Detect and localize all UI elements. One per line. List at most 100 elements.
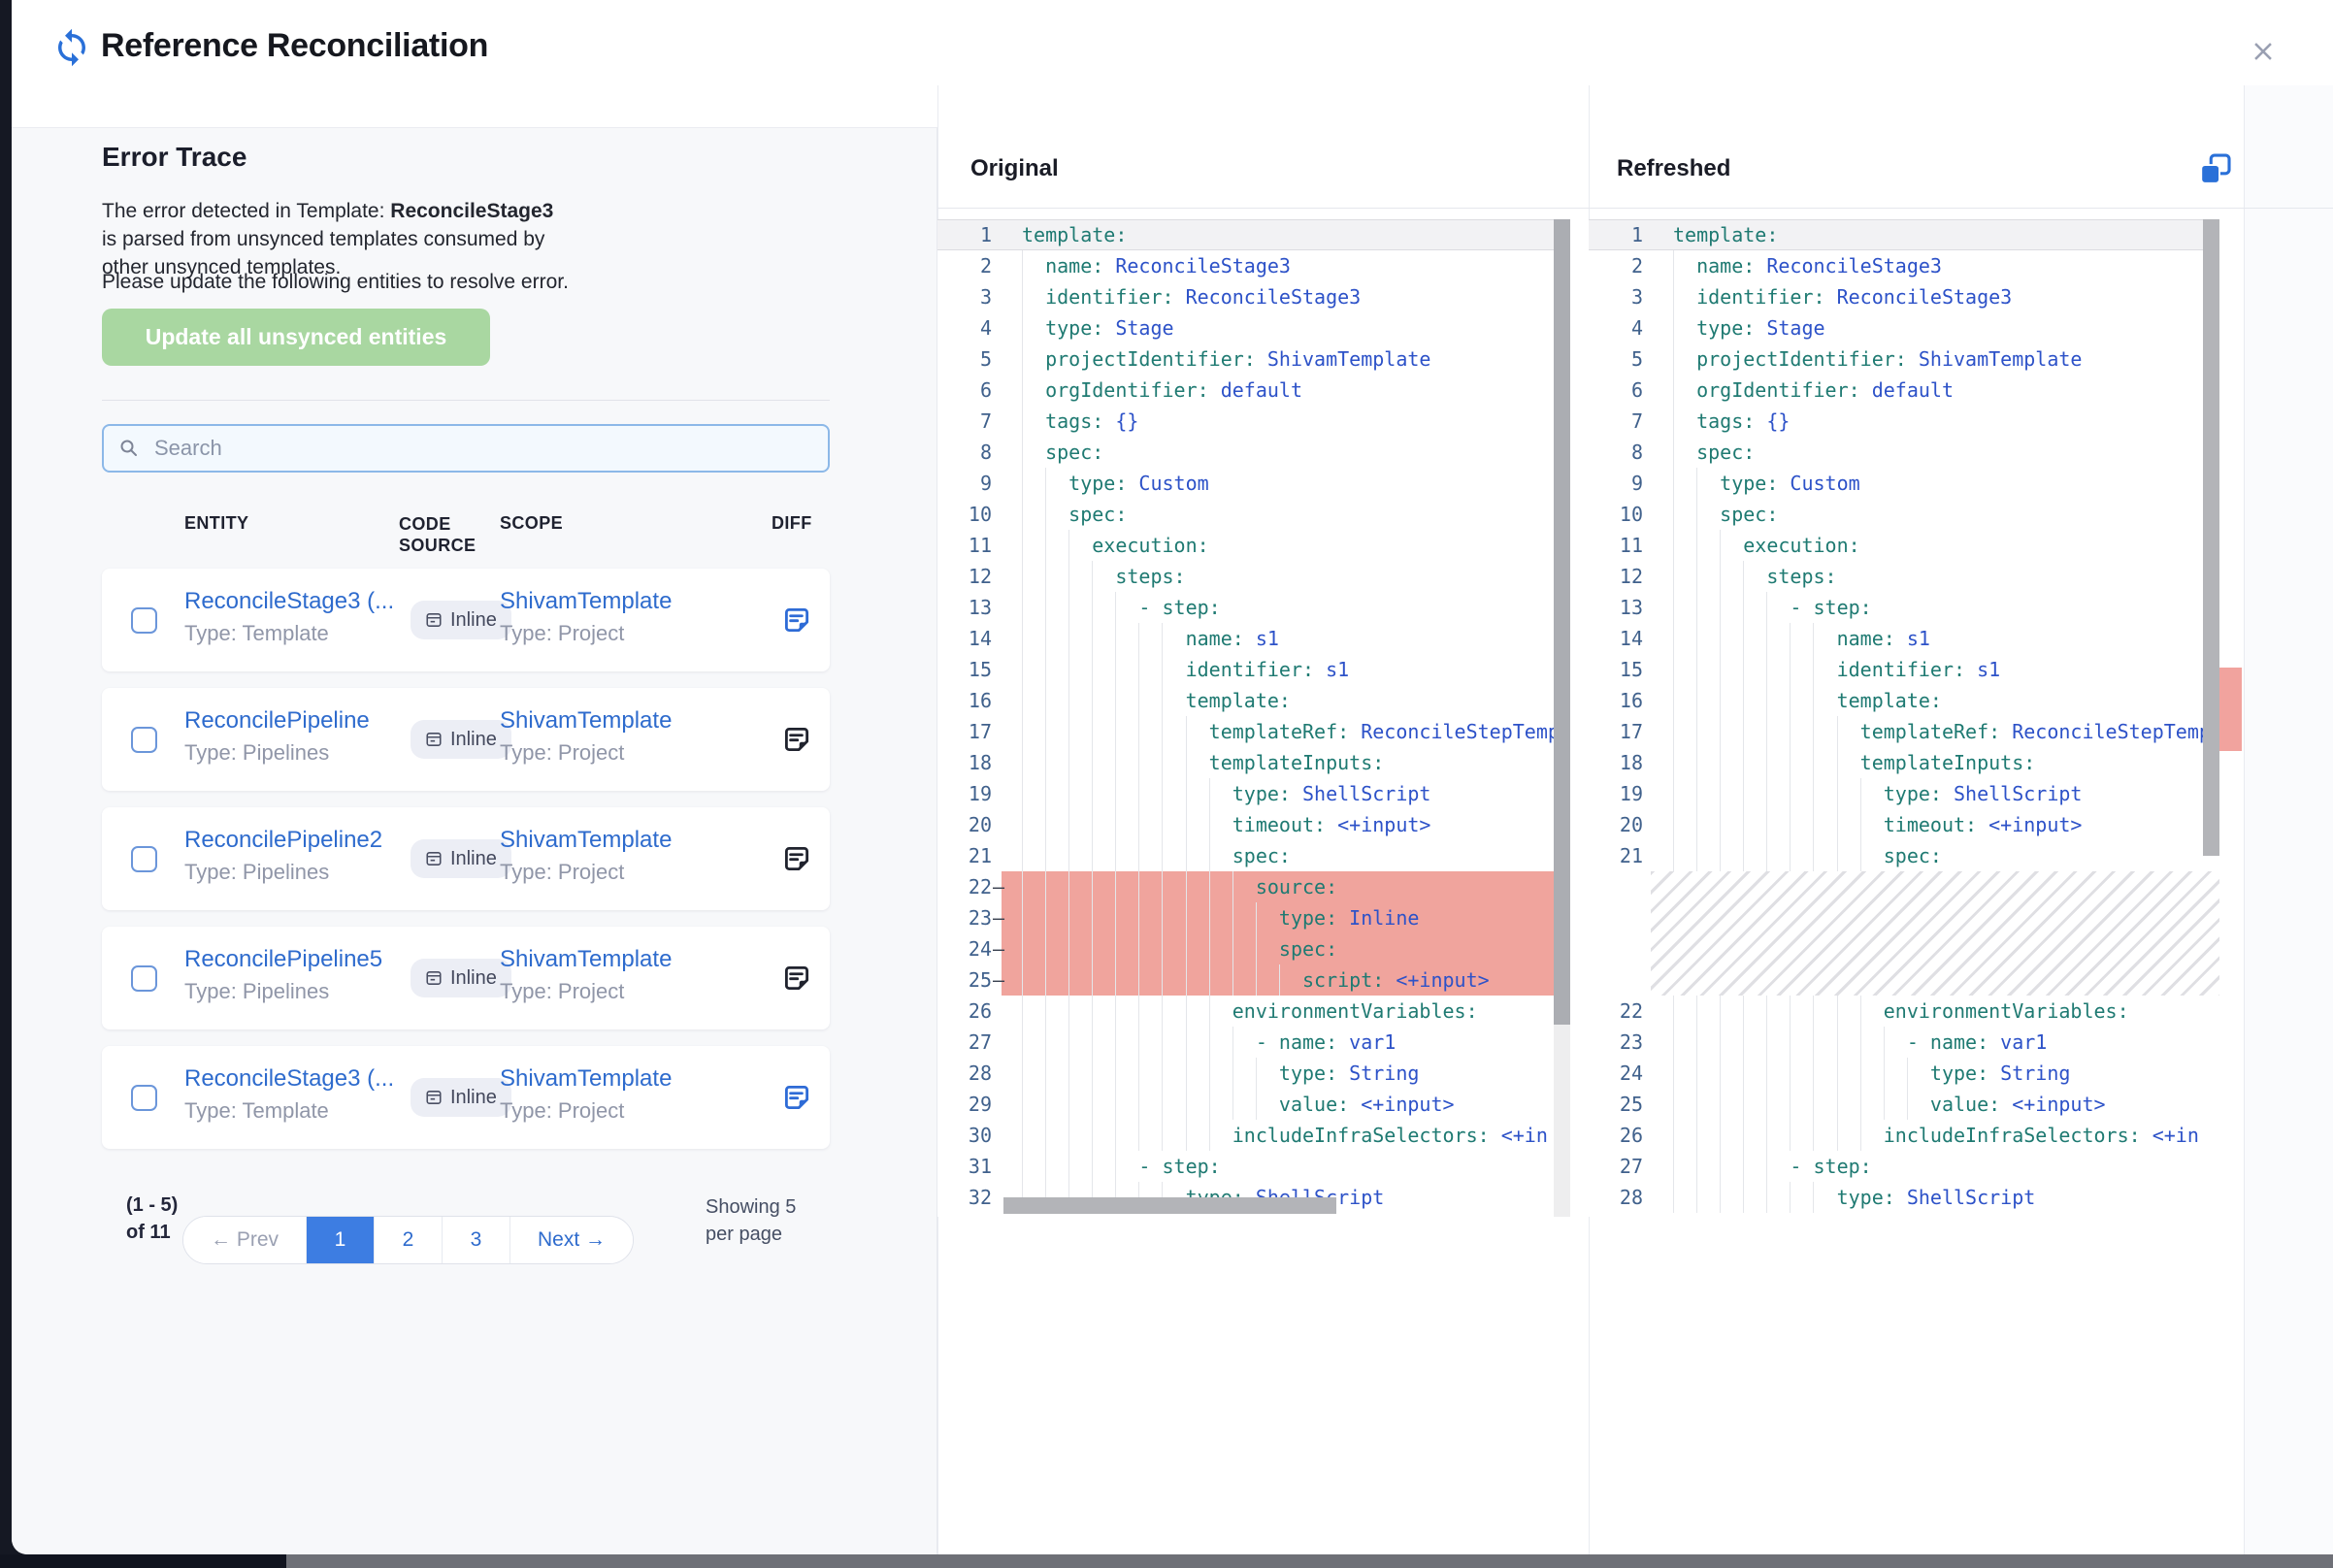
code-line: type: Stage 4	[937, 312, 1570, 343]
row-checkbox[interactable]	[131, 1085, 157, 1111]
close-button[interactable]	[2244, 33, 2283, 72]
copy-button[interactable]	[2191, 147, 2238, 194]
scope-link[interactable]: ShivamTemplate	[500, 707, 673, 734]
indent-guide	[1813, 1182, 1815, 1213]
vertical-scrollbar-thumb[interactable]	[1554, 219, 1570, 1025]
indent-guide	[1813, 1058, 1815, 1089]
search-input[interactable]	[102, 424, 830, 473]
line-number: 7	[979, 409, 992, 433]
diff-icon-button[interactable]	[779, 962, 814, 996]
line-number: 18	[968, 751, 992, 774]
scope-link[interactable]: ShivamTemplate	[500, 1065, 673, 1092]
line-number: 14	[1619, 627, 1643, 650]
scope-link[interactable]: ShivamTemplate	[500, 946, 673, 972]
diff-icon	[784, 846, 809, 871]
diff-icon	[784, 727, 809, 752]
line-number: 10	[1619, 503, 1643, 526]
entity-link[interactable]: ReconcilePipeline2	[184, 827, 383, 853]
indent-guide	[1673, 561, 1674, 592]
line-number: 16	[968, 689, 992, 712]
row-checkbox[interactable]	[131, 607, 157, 634]
indent-guide	[1092, 871, 1094, 902]
entity-link[interactable]: ReconcilePipeline5	[184, 946, 383, 972]
removed-line-highlight	[1002, 871, 1570, 902]
indent-guide	[1068, 778, 1070, 809]
line-number: 1	[1630, 223, 1643, 246]
indent-guide	[1045, 1120, 1047, 1151]
indent-guide	[1092, 1120, 1094, 1151]
indent-guide	[1115, 1089, 1117, 1120]
panel-divider	[2244, 85, 2245, 1554]
error-trace-heading: Error Trace	[102, 142, 247, 172]
indent-guide	[1068, 1089, 1070, 1120]
scope-type: Type: Project	[500, 1098, 625, 1123]
indent-guide	[1743, 1182, 1745, 1213]
entity-link[interactable]: ReconcileStage3 (...	[184, 588, 395, 614]
indent-guide	[1045, 840, 1047, 871]
prev-page-button[interactable]: ← Prev	[183, 1217, 306, 1263]
indent-guide	[1696, 840, 1698, 871]
horizontal-scrollbar-thumb[interactable]	[1003, 1197, 1336, 1214]
indent-guide	[1068, 685, 1070, 716]
indent-guide	[1743, 996, 1745, 1027]
indent-guide	[1696, 1058, 1698, 1089]
removed-line-highlight	[1002, 964, 1570, 996]
indent-guide	[1045, 468, 1047, 499]
indent-guide	[1045, 1058, 1047, 1089]
diff-icon-button[interactable]	[779, 723, 814, 758]
row-checkbox[interactable]	[131, 965, 157, 992]
page-horizontal-scrollbar[interactable]	[0, 1554, 2333, 1568]
indent-guide	[1092, 685, 1094, 716]
indent-guide	[1022, 468, 1023, 499]
column-header-code-source: CODE SOURCE	[399, 514, 476, 555]
indent-guide	[1092, 1058, 1094, 1089]
scope-link[interactable]: ShivamTemplate	[500, 827, 673, 853]
code-line: projectIdentifier: ShivamTemplate 5	[937, 343, 1570, 375]
indent-guide	[1743, 623, 1745, 654]
indent-guide	[1673, 1182, 1674, 1213]
indent-guide	[1278, 964, 1280, 996]
code-source-badge: Inline	[411, 720, 511, 759]
update-all-unsynced-entities-button[interactable]: Update all unsynced entities	[102, 309, 490, 366]
indent-guide	[1068, 747, 1070, 778]
diff-icon-button[interactable]	[779, 1081, 814, 1116]
indent-guide	[1162, 747, 1164, 778]
indent-guide	[1766, 1027, 1768, 1058]
indent-guide	[1138, 996, 1140, 1027]
next-page-button[interactable]: Next →	[509, 1217, 633, 1263]
indent-guide	[1162, 902, 1164, 933]
page-scrollbar-thumb[interactable]	[286, 1554, 2333, 1568]
indent-guide	[1790, 1027, 1791, 1058]
scope-link[interactable]: ShivamTemplate	[500, 588, 673, 614]
entity-type: Type: Template	[184, 1098, 329, 1123]
indent-guide	[1766, 623, 1768, 654]
indent-guide	[1790, 716, 1791, 747]
indent-guide	[1185, 902, 1187, 933]
diff-icon-button[interactable]	[779, 842, 814, 877]
row-checkbox[interactable]	[131, 846, 157, 872]
indent-guide	[1720, 530, 1722, 561]
code-source-label: Inline	[450, 966, 497, 989]
indent-guide	[1115, 933, 1117, 964]
code-line: identifier: ReconcileStage3 3	[1589, 281, 2219, 312]
indent-guide	[1068, 809, 1070, 840]
line-number: 4	[979, 316, 992, 340]
indent-guide	[1022, 809, 1023, 840]
indent-guide	[1743, 1027, 1745, 1058]
indent-guide	[1766, 685, 1768, 716]
row-checkbox[interactable]	[131, 727, 157, 753]
indent-guide	[1673, 499, 1674, 530]
removed-line-highlight	[1002, 902, 1570, 933]
line-number: 1	[979, 223, 992, 246]
entity-link[interactable]: ReconcilePipeline	[184, 707, 370, 734]
diff-icon-button[interactable]	[779, 604, 814, 638]
entity-type: Type: Pipelines	[184, 979, 330, 1003]
indent-guide	[1022, 996, 1023, 1027]
indent-guide	[1092, 778, 1094, 809]
page-button-1[interactable]: 1	[306, 1217, 374, 1263]
page-button-2[interactable]: 2	[374, 1217, 442, 1263]
page-button-3[interactable]: 3	[442, 1217, 509, 1263]
vertical-scrollbar-thumb[interactable]	[2203, 219, 2219, 856]
refreshed-panel-title: Refreshed	[1617, 155, 1731, 181]
entity-link[interactable]: ReconcileStage3 (...	[184, 1065, 395, 1092]
